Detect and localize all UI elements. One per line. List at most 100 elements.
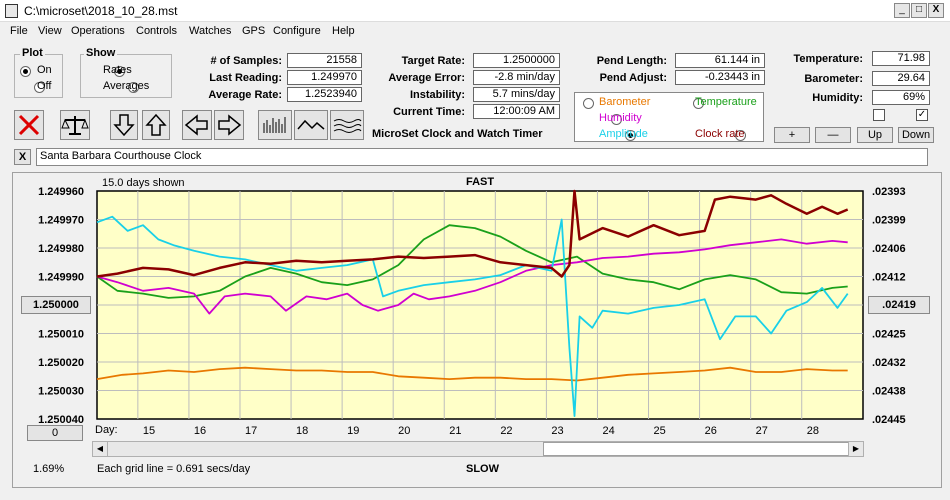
arrow-up-button[interactable] (142, 110, 170, 140)
amplitude-option: Amplitude (599, 128, 648, 140)
day-tick-label: 22 (500, 425, 512, 437)
pend-length-label: Pend Length: (596, 55, 667, 67)
right-tick-label: .02399 (872, 215, 906, 227)
menu-view[interactable]: View (38, 25, 62, 37)
minus-button[interactable]: — (815, 127, 851, 143)
scroll-right-arrow-icon[interactable]: ▶ (848, 442, 863, 456)
plot-group-legend: Plot (20, 47, 45, 59)
series-selector: Barometer Temperature Humidity Amplitude… (574, 92, 764, 142)
product-name: MicroSet Clock and Watch Timer (372, 128, 543, 140)
balance-button[interactable] (60, 110, 90, 140)
series-line (96, 189, 849, 278)
temperature-value: 71.98 (872, 51, 930, 66)
amplitude-radio[interactable] (625, 130, 637, 141)
arrow-left-button[interactable] (182, 110, 212, 140)
day-tick-label: 26 (705, 425, 717, 437)
menu-file[interactable]: File (10, 25, 28, 37)
slow-label: SLOW (466, 463, 499, 475)
menu-gps[interactable]: GPS (242, 25, 266, 37)
plot-on-radio[interactable] (20, 66, 31, 77)
menu-watches[interactable]: Watches (189, 25, 232, 37)
balance-icon (61, 116, 89, 135)
last-reading-value: 1.249970 (287, 70, 362, 85)
samples-label: # of Samples: (210, 55, 282, 67)
day-tick-label: 25 (654, 425, 666, 437)
ripple-icon (333, 119, 362, 133)
plot-on-label: On (37, 64, 52, 76)
day-tick-label: 24 (602, 425, 614, 437)
temperature-label: Temperature: (793, 53, 863, 65)
clear-clock-button[interactable]: X (14, 149, 31, 165)
day-label: Day: (95, 424, 118, 436)
app-icon (5, 4, 18, 18)
left-tick-label: 1.249980 (38, 243, 84, 255)
left-center-button[interactable]: 1.250000 (21, 296, 91, 314)
average-error-label: Average Error: (388, 72, 465, 84)
show-group (80, 54, 172, 98)
zero-button[interactable]: 0 (27, 425, 83, 441)
humidity-radio[interactable] (611, 114, 623, 125)
menu-controls[interactable]: Controls (136, 25, 177, 37)
target-rate-value: 1.2500000 (473, 53, 560, 68)
horizontal-scrollbar[interactable]: ◀ ▶ (92, 441, 864, 457)
wave-button[interactable] (294, 110, 328, 140)
instability-label: Instability: (409, 89, 465, 101)
up-button[interactable]: Up (857, 127, 893, 143)
left-tick-label: 1.250010 (38, 329, 84, 341)
humidity-value: 69% (872, 90, 930, 105)
menu-configure[interactable]: Configure (273, 25, 321, 37)
day-tick-label: 19 (347, 425, 359, 437)
ripple-button[interactable] (330, 110, 364, 140)
right-tick-label: .02445 (872, 414, 906, 426)
clock-name-field[interactable]: Santa Barbara Courthouse Clock (36, 148, 928, 166)
bars-button[interactable] (258, 110, 292, 140)
barometer-radio[interactable] (583, 98, 594, 109)
right-tick-label: .02432 (872, 357, 906, 369)
show-rates-label: Rates (103, 64, 132, 76)
plot-off-radio[interactable] (34, 82, 46, 93)
day-tick-label: 20 (398, 425, 410, 437)
instability-value: 5.7 mins/day (473, 87, 560, 102)
temperature-radio[interactable] (693, 98, 705, 109)
right-center-button[interactable]: .02419 (868, 296, 930, 314)
pend-adjust-value: -0.23443 in (675, 70, 765, 85)
target-rate-label: Target Rate: (401, 55, 465, 67)
day-tick-label: 17 (245, 425, 257, 437)
close-button[interactable]: X (928, 3, 944, 18)
arrow-right-button[interactable] (214, 110, 244, 140)
menu-bar: File View Operations Controls Watches GP… (0, 22, 950, 42)
arrow-right-icon (218, 114, 242, 136)
scroll-left-arrow-icon[interactable]: ◀ (93, 442, 108, 456)
stop-icon (18, 114, 40, 136)
stop-button[interactable] (14, 110, 44, 140)
minimize-button[interactable]: _ (894, 3, 910, 18)
percent-label: 1.69% (33, 463, 65, 475)
right-checkbox[interactable]: ✓ (916, 109, 928, 121)
plus-button[interactable]: + (774, 127, 810, 143)
left-tick-label: 1.249970 (38, 215, 84, 227)
left-tick-label: 1.250030 (38, 386, 84, 398)
temperature-option: Temperature (695, 96, 757, 108)
arrow-down-icon (113, 114, 135, 137)
series-line (96, 224, 848, 299)
right-tick-label: .02412 (872, 272, 906, 284)
menu-help[interactable]: Help (332, 25, 355, 37)
day-tick-label: 18 (296, 425, 308, 437)
show-averages-label: Averages (103, 80, 150, 92)
arrow-left-icon (184, 114, 208, 136)
down-button[interactable]: Down (898, 127, 934, 143)
maximize-button[interactable]: □ (911, 3, 927, 18)
left-tick-label: 1.250020 (38, 357, 84, 369)
left-checkbox[interactable] (873, 109, 885, 121)
clock-rate-radio[interactable] (735, 130, 747, 141)
right-tick-label: .02393 (872, 186, 906, 198)
day-tick-label: 15 (143, 425, 155, 437)
menu-operations[interactable]: Operations (71, 25, 125, 37)
show-averages-radio[interactable] (128, 82, 140, 93)
show-rates-radio[interactable] (114, 66, 126, 77)
day-tick-label: 21 (449, 425, 461, 437)
arrow-down-button[interactable] (110, 110, 138, 140)
grid-note: Each grid line = 0.691 secs/day (97, 463, 251, 475)
clock-rate-option: Clock rate (695, 128, 745, 140)
